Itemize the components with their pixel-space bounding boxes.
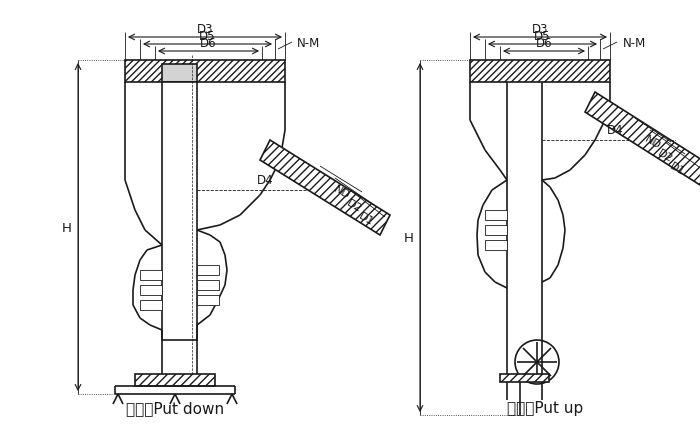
Polygon shape (500, 374, 549, 382)
Text: D5: D5 (199, 30, 216, 43)
Text: ND: ND (332, 184, 352, 201)
Text: D1: D1 (668, 160, 686, 177)
Text: D2: D2 (656, 147, 674, 164)
Bar (162, 83, 197, 340)
Text: D6: D6 (200, 37, 217, 50)
Text: ND: ND (643, 134, 663, 151)
Bar (162, 65, 197, 83)
Polygon shape (585, 93, 700, 186)
Text: N-M: N-M (623, 37, 646, 49)
Text: D4: D4 (257, 174, 273, 187)
Polygon shape (260, 141, 390, 236)
Bar (197, 295, 219, 305)
Bar (140, 300, 162, 310)
Text: D3: D3 (532, 23, 548, 36)
Text: D6: D6 (536, 37, 552, 50)
Text: D2: D2 (344, 197, 363, 214)
Text: D3: D3 (197, 23, 214, 36)
Text: D5: D5 (534, 30, 551, 43)
Text: H: H (404, 231, 414, 244)
Text: 上展式Put up: 上展式Put up (507, 401, 583, 415)
Text: D4: D4 (607, 124, 623, 137)
Polygon shape (135, 374, 215, 386)
Text: D1: D1 (357, 210, 375, 227)
Text: H: H (62, 221, 72, 234)
Bar (485, 211, 507, 221)
Bar (485, 240, 507, 250)
Polygon shape (470, 61, 610, 83)
Bar (197, 280, 219, 290)
Text: 下展式Put down: 下展式Put down (126, 401, 224, 415)
Bar (140, 270, 162, 280)
Text: N-M: N-M (297, 37, 321, 49)
Bar (140, 286, 162, 295)
Polygon shape (125, 61, 285, 83)
Bar (197, 265, 219, 275)
Bar (485, 225, 507, 236)
